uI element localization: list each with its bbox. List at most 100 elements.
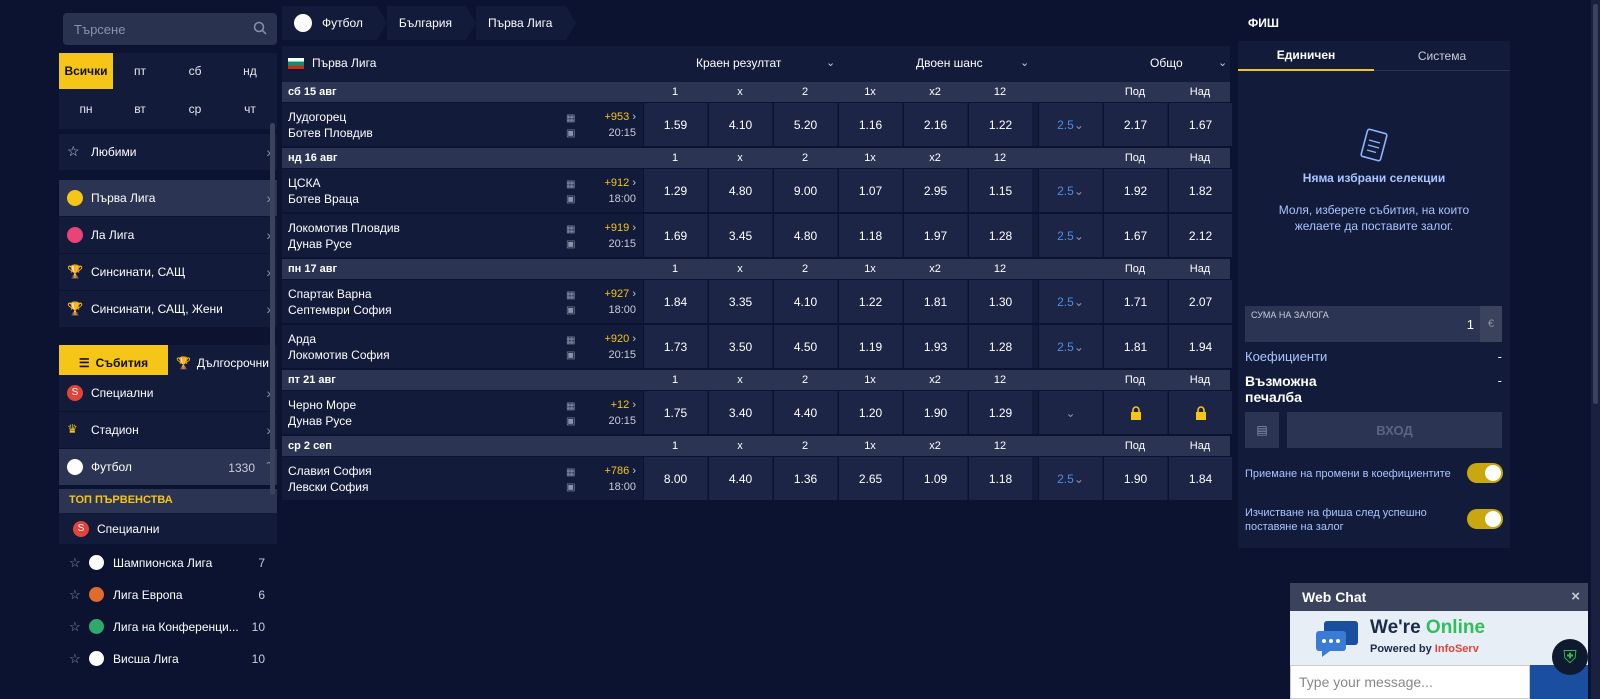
odds-button[interactable]: 1.19 [838,325,902,368]
odds-button[interactable]: 1.73 [643,325,707,368]
odds-button[interactable]: 4.10 [773,280,837,323]
stats-icon[interactable]: ▦ [566,224,576,235]
stats-icon[interactable]: ▦ [566,113,576,124]
match-row[interactable]: Арда Локомотив София ▦ ▣ +920 › 20:15 1.73 3.50… [282,325,1232,369]
odds-button[interactable]: 1.69 [643,214,707,257]
search-icon[interactable] [253,21,267,35]
odds-button[interactable]: 3.40 [708,391,772,434]
odds-button[interactable]: 9.00 [773,169,837,212]
match-row[interactable]: Спартак Варна Септември София ▦ ▣ +927 › 18:0… [282,280,1232,324]
sidebar-item-favorites[interactable]: ☆ Любими › [59,134,277,171]
match-row[interactable]: Черно Море Дунав Русе ▦ ▣ +12 › 20:15 1.75 3.40… [282,391,1232,435]
market-select-total[interactable]: Общо ⌄ [1150,56,1227,70]
odds-button[interactable]: 2.16 [903,103,967,146]
odds-button[interactable]: 1.29 [968,391,1032,434]
day-sat[interactable]: сб [188,64,202,78]
total-line-select[interactable]: ⌄ [1038,391,1102,434]
live-icon[interactable]: ▣ [566,482,576,493]
odds-button[interactable]: 1.18 [968,457,1032,500]
more-markets[interactable]: +919 › 20:15 [592,220,636,252]
total-line-select[interactable]: 2.5 ⌄ [1038,457,1102,500]
odds-button[interactable]: 2.95 [903,169,967,212]
odds-button[interactable]: 1.75 [643,391,707,434]
day-fri[interactable]: пт [134,64,146,78]
odds-button[interactable]: 1.59 [643,103,707,146]
league-item[interactable]: ☆ Висша Лига 10 [59,643,277,675]
odds-button[interactable]: 1.29 [643,169,707,212]
odds-button[interactable]: 4.10 [708,103,772,146]
match-row[interactable]: ЦСКА Ботев Враца ▦ ▣ +912 › 18:00 1.29 4.80 9.00… [282,169,1232,213]
chat-message-input[interactable]: Type your message... [1290,665,1530,699]
odds-button[interactable]: 1.82 [1168,169,1232,212]
odds-button[interactable]: 4.40 [708,457,772,500]
sidebar-item-la-liga[interactable]: Ла Лига › [59,217,277,254]
sidebar-item-football[interactable]: Футбол 1330 ˆ [59,449,277,486]
more-markets[interactable]: +953 › 20:15 [592,109,636,141]
match-teams[interactable]: Локомотив Пловдив Дунав Русе [288,220,400,252]
odds-button[interactable]: 1.30 [968,280,1032,323]
stats-icon[interactable]: ▦ [566,179,576,190]
page-scrollbar[interactable] [1591,0,1600,699]
tab-single[interactable]: Единичен [1238,41,1374,71]
stats-icon[interactable]: ▦ [566,290,576,301]
breadcrumb-first-league[interactable]: Първа Лига [475,6,577,40]
more-markets[interactable]: +927 › 18:00 [592,286,636,318]
odds-button[interactable]: 1.92 [1103,169,1167,212]
breadcrumb-football[interactable]: Футбол [282,6,387,40]
total-line-select[interactable]: 2.5 ⌄ [1038,169,1102,212]
odds-button[interactable]: 1.28 [968,325,1032,368]
star-icon[interactable]: ☆ [69,555,81,570]
live-icon[interactable]: ▣ [566,239,576,250]
star-icon[interactable]: ☆ [69,651,81,666]
odds-button[interactable]: 1.22 [838,280,902,323]
odds-button[interactable]: 1.84 [643,280,707,323]
odds-button[interactable]: 1.22 [968,103,1032,146]
sidebar-item-top-specials[interactable]: S Специални [59,513,277,545]
odds-button[interactable]: 3.50 [708,325,772,368]
more-markets[interactable]: +786 › 18:00 [592,463,636,495]
match-teams[interactable]: Лудогорец Ботев Пловдив [288,109,373,141]
more-markets[interactable]: +12 › 20:15 [592,397,636,429]
odds-button[interactable]: 1.81 [903,280,967,323]
odds-button[interactable]: 1.81 [1103,325,1167,368]
odds-button[interactable]: 1.07 [838,169,902,212]
chat-send-button[interactable]: ⛨ [1530,639,1588,699]
live-icon[interactable]: ▣ [566,128,576,139]
day-sun[interactable]: нд [243,64,257,78]
sidebar-item-cincinnati[interactable]: 🏆 Синсинати, САЩ › [59,254,277,291]
odds-button[interactable]: 1.20 [838,391,902,434]
odds-button[interactable]: 1.90 [1103,457,1167,500]
day-wed[interactable]: ср [188,102,202,116]
odds-button[interactable]: 2.07 [1168,280,1232,323]
league-item[interactable]: ☆ Шампионска Лига 7 [59,547,277,579]
match-row[interactable]: Славия София Левски София ▦ ▣ +786 › 18:00 8.0… [282,457,1232,501]
odds-button[interactable]: 4.50 [773,325,837,368]
odds-button[interactable]: 1.93 [903,325,967,368]
breadcrumb-bulgaria[interactable]: България [386,6,477,40]
star-icon[interactable]: ☆ [69,619,81,634]
match-teams[interactable]: ЦСКА Ботев Враца [288,175,359,207]
star-icon[interactable]: ☆ [69,587,81,602]
day-thu[interactable]: чт [244,102,256,116]
odds-button[interactable]: 8.00 [643,457,707,500]
tab-system[interactable]: Система [1374,41,1510,71]
total-line-select[interactable]: 2.5 ⌄ [1038,214,1102,257]
match-teams[interactable]: Спартак Варна Септември София [288,286,392,318]
odds-button[interactable]: 2.65 [838,457,902,500]
lock-icon[interactable] [1103,391,1167,434]
odds-button[interactable]: 2.17 [1103,103,1167,146]
odds-button[interactable]: 1.15 [968,169,1032,212]
sidebar-item-cincinnati-women[interactable]: 🏆 Синсинати, САЩ, Жени › [59,291,277,328]
more-markets[interactable]: +912 › 18:00 [592,175,636,207]
odds-button[interactable]: 1.18 [838,214,902,257]
odds-button[interactable]: 4.80 [773,214,837,257]
total-line-select[interactable]: 2.5 ⌄ [1038,280,1102,323]
odds-button[interactable]: 4.80 [708,169,772,212]
odds-button[interactable]: 1.67 [1168,103,1232,146]
odds-button[interactable]: 3.45 [708,214,772,257]
odds-button[interactable]: 1.71 [1103,280,1167,323]
odds-button[interactable]: 1.36 [773,457,837,500]
sidebar-item-stadium[interactable]: ♛ Стадион › [59,412,277,449]
odds-button[interactable]: 1.97 [903,214,967,257]
clear-slip-toggle[interactable] [1467,509,1503,529]
